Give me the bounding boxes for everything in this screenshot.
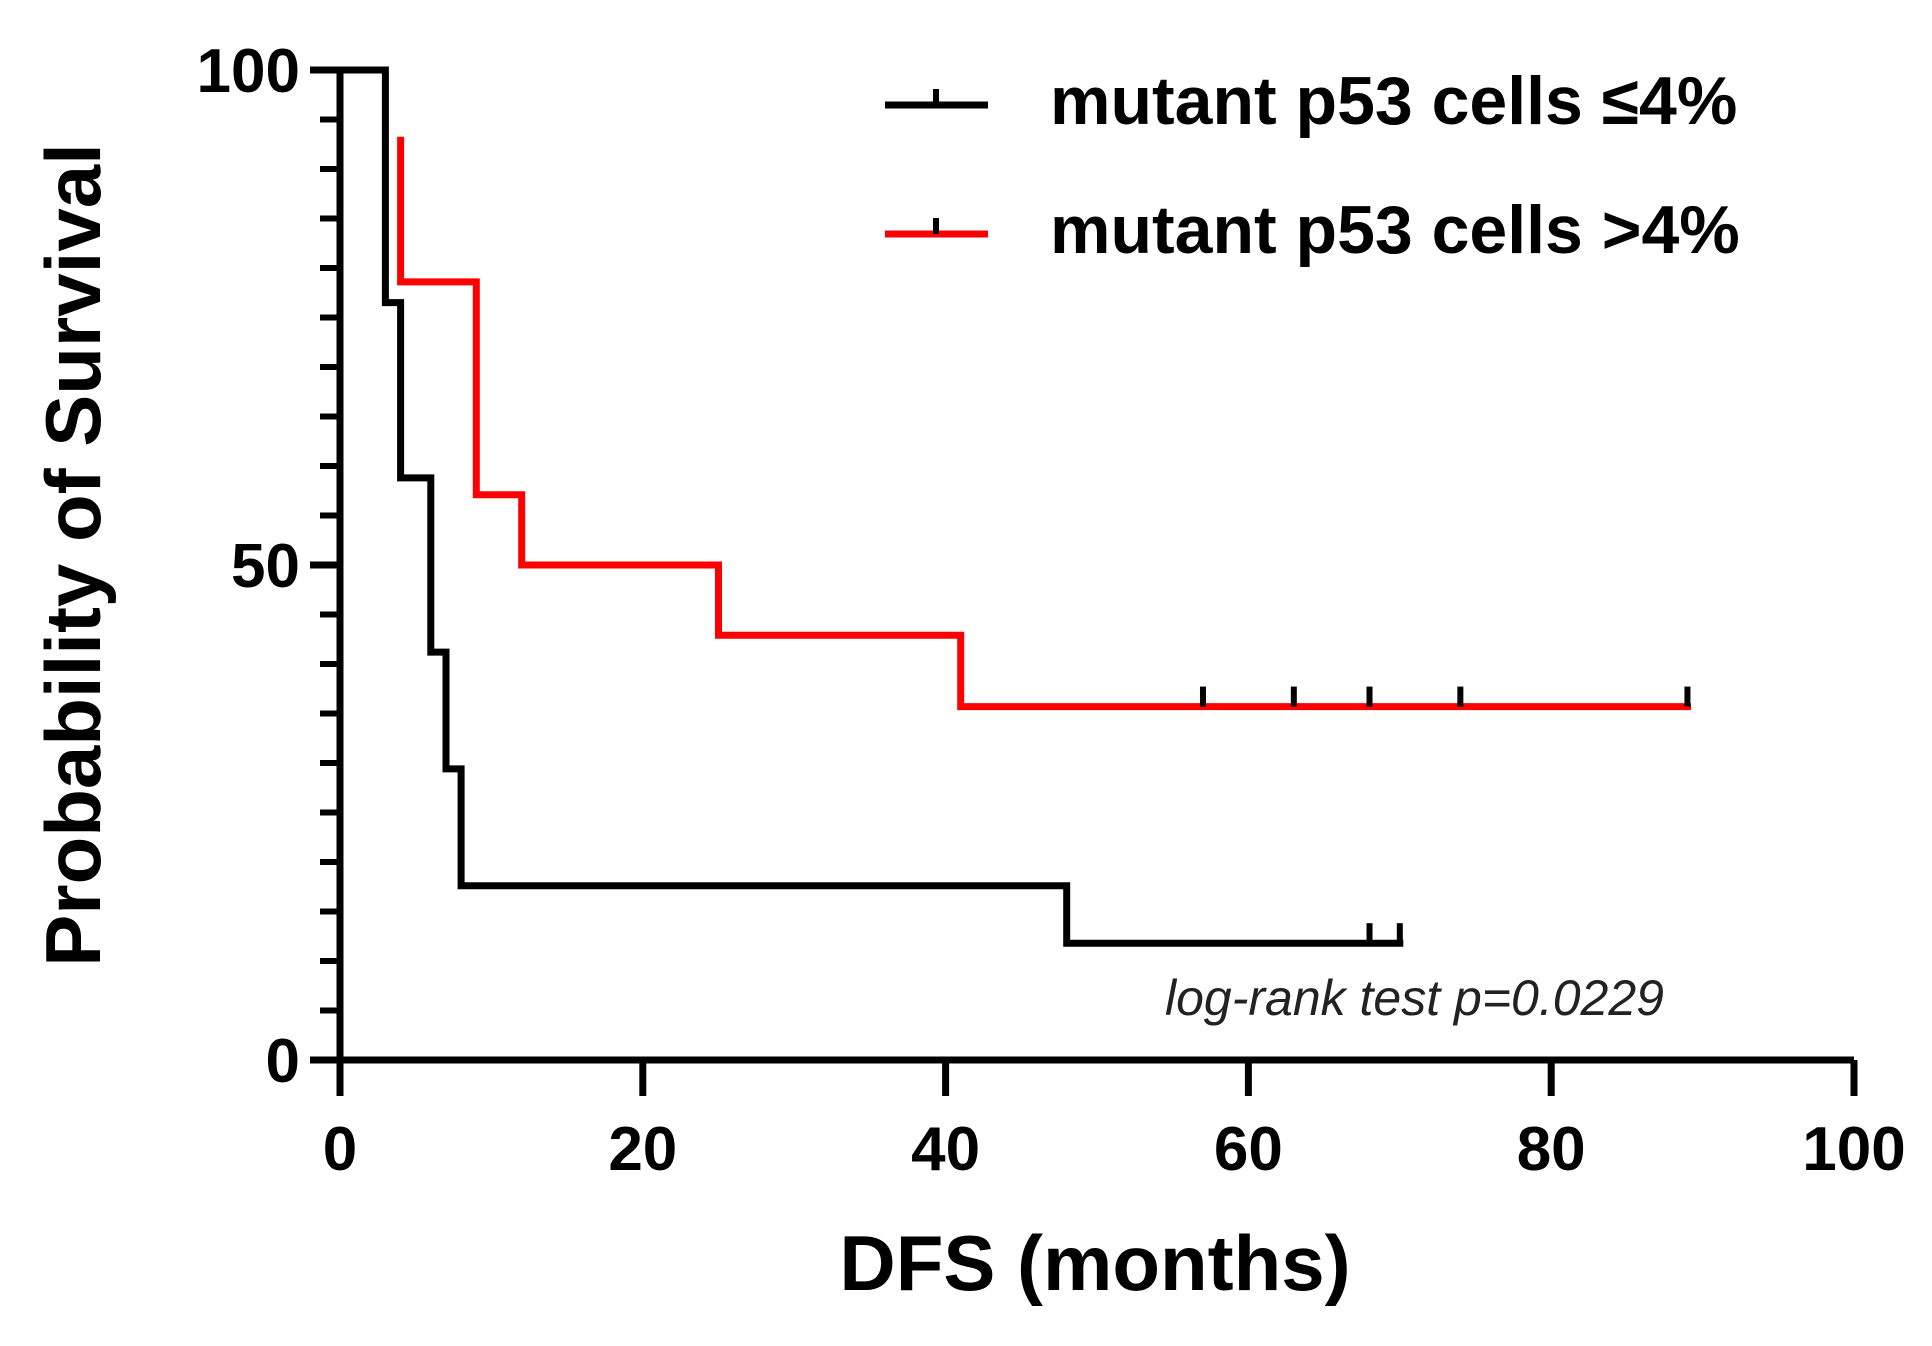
annotation-logrank: log-rank test p=0.0229 — [1165, 970, 1664, 1026]
x-tick-label: 40 — [911, 1115, 980, 1184]
y-axis-title: Probability of Survival — [29, 143, 117, 967]
y-tick-label: 0 — [266, 1027, 300, 1096]
legend-label-2: mutant p53 cells >4% — [1050, 192, 1740, 268]
x-tick-label: 100 — [1802, 1115, 1905, 1184]
axes-layer: 0 50 100 0 20 40 60 80 100 — [197, 37, 1906, 1184]
legend-item-2: mutant p53 cells >4% — [885, 192, 1740, 268]
series-1-line — [336, 66, 1404, 947]
plot-area: 0 50 100 0 20 40 60 80 100 — [197, 37, 1906, 1184]
series-layer — [336, 66, 1691, 947]
x-tick-label: 0 — [323, 1115, 357, 1184]
x-tick-label: 60 — [1214, 1115, 1283, 1184]
legend: mutant p53 cells ≤4% mutant p53 cells >4… — [885, 63, 1740, 268]
y-tick-label: 50 — [231, 532, 300, 601]
y-tick-label: 100 — [197, 37, 300, 106]
x-tick-label: 80 — [1517, 1115, 1586, 1184]
y-ticks: 0 50 100 — [197, 37, 340, 1096]
x-axis-title: DFS (months) — [839, 1219, 1350, 1307]
x-tick-label: 20 — [608, 1115, 677, 1184]
x-ticks: 0 20 40 60 80 100 — [323, 1060, 1906, 1184]
legend-label-1: mutant p53 cells ≤4% — [1050, 63, 1737, 139]
legend-item-1: mutant p53 cells ≤4% — [885, 63, 1737, 139]
series-2-line — [397, 136, 1691, 711]
